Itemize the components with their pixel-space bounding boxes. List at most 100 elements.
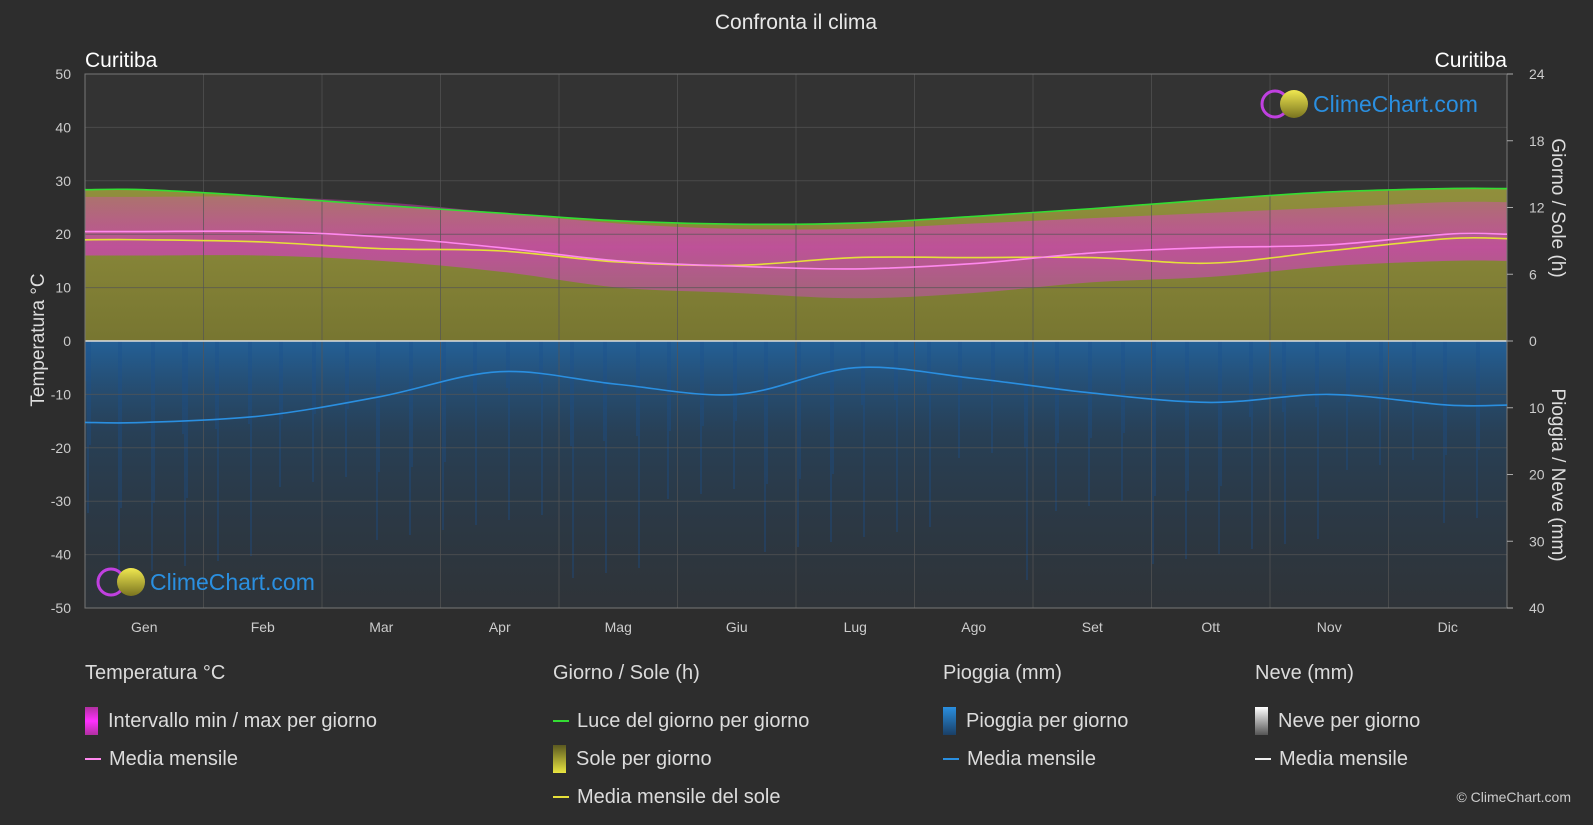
- rain-streak: [475, 341, 477, 525]
- logo-text-top: ClimeChart.com: [1313, 91, 1478, 117]
- rain-streak: [312, 341, 314, 482]
- left-tick-label: 0: [63, 333, 71, 349]
- rain-streak: [151, 341, 153, 571]
- rain-streak: [1055, 341, 1057, 511]
- rain-streak: [409, 341, 411, 535]
- rain-streak: [376, 341, 378, 540]
- series-lines: [84, 187, 1508, 424]
- left-tick-label: -10: [51, 386, 71, 402]
- sunshine-swatch: [553, 745, 566, 773]
- rain-streak: [929, 341, 931, 527]
- rain-streak: [1123, 341, 1125, 433]
- rain-streak: [1026, 341, 1028, 580]
- sun-mean-swatch: [553, 796, 569, 798]
- logo-text-bottom: ClimeChart.com: [150, 569, 315, 595]
- rain-streak: [506, 341, 508, 388]
- rain-streak: [347, 341, 349, 409]
- sun-mean-line: [84, 236, 1508, 267]
- rain-streak: [636, 341, 638, 436]
- legend-rain-daily: Pioggia per giorno: [943, 702, 1128, 740]
- rain-streak: [1282, 341, 1284, 412]
- rain-swatch: [943, 707, 956, 735]
- left-tick-label: 30: [55, 173, 71, 189]
- temp-mean-swatch: [85, 758, 101, 760]
- legend-snow-mean: Media mensile: [1255, 740, 1420, 778]
- right-bottom-tick-label: 10: [1529, 400, 1545, 416]
- month-label: Ott: [1201, 619, 1220, 635]
- rain-streak: [539, 341, 541, 383]
- rain-streak: [764, 341, 766, 552]
- month-label: Gen: [131, 619, 157, 635]
- rain-mean-swatch: [943, 758, 959, 760]
- legend-rain-mean-label: Media mensile: [967, 747, 1096, 770]
- rain-streak: [991, 341, 993, 453]
- right-top-tick-label: 12: [1529, 200, 1545, 216]
- logo-sun-icon: [1280, 90, 1308, 118]
- temp-range-swatch: [85, 707, 98, 735]
- daylight-line: [84, 187, 1508, 226]
- rain-streak: [281, 341, 283, 419]
- rain-streak: [250, 341, 252, 556]
- rain-streak: [1379, 341, 1381, 465]
- rain-streak: [215, 341, 217, 429]
- snow-mean-swatch: [1255, 758, 1271, 760]
- rain-streak: [184, 341, 186, 566]
- rain-streak: [248, 341, 250, 424]
- left-tick-label: 40: [55, 119, 71, 135]
- month-label: Lug: [844, 619, 867, 635]
- legend-sun-mean-label: Media mensile del sole: [577, 785, 781, 808]
- rain-streak: [1348, 341, 1350, 402]
- rain-streak: [861, 341, 863, 405]
- right-bottom-tick-label: 30: [1529, 533, 1545, 549]
- rain-streak: [572, 341, 574, 578]
- legend-sunshine-label: Sole per giorno: [576, 747, 712, 770]
- month-label: Giu: [726, 619, 748, 635]
- rain-streak: [1317, 341, 1319, 539]
- rain-streak: [1251, 341, 1253, 549]
- rain-streak: [1057, 341, 1059, 443]
- month-label: Nov: [1317, 619, 1342, 635]
- rain-streak: [797, 341, 799, 547]
- rain-streak: [766, 341, 768, 484]
- rain-streak: [1121, 341, 1123, 501]
- rain-streak: [1478, 341, 1480, 450]
- month-label: Set: [1082, 619, 1103, 635]
- rain-streak: [378, 341, 380, 472]
- rain-streak: [863, 341, 865, 537]
- rain-streak: [733, 341, 735, 489]
- rain-streak: [638, 341, 640, 568]
- rain-streak: [186, 341, 188, 498]
- daylight-swatch: [553, 720, 569, 722]
- right-top-tick-label: 0: [1529, 333, 1537, 349]
- legend-rain-daily-label: Pioggia per giorno: [966, 709, 1129, 732]
- rain-streak: [958, 341, 960, 458]
- legend-snow-mean-label: Media mensile: [1279, 747, 1408, 770]
- rain-streak: [605, 341, 607, 573]
- rain-streak: [1090, 341, 1092, 438]
- right-top-tick-label: 18: [1529, 133, 1545, 149]
- rain-streak: [1443, 341, 1445, 523]
- legend-snow-daily-label: Neve per giorno: [1278, 709, 1421, 732]
- rain-streak: [960, 341, 962, 390]
- rain-streak: [1152, 341, 1154, 564]
- legend-temperature: Temperatura °C Intervallo min / max per …: [85, 662, 377, 778]
- month-label: Mar: [369, 619, 393, 635]
- rain-streak: [1381, 341, 1383, 397]
- left-tick-label: 50: [55, 66, 71, 82]
- rain-streak: [314, 341, 316, 414]
- rain-streak: [1249, 341, 1251, 417]
- logo-sun-icon: [117, 568, 145, 596]
- chart-title: Confronta il clima: [715, 11, 878, 34]
- legend-temp-range-label: Intervallo min / max per giorno: [108, 709, 378, 732]
- legend-rain: Pioggia (mm) Pioggia per giorno Media me…: [943, 662, 1128, 778]
- rain-streak: [118, 341, 120, 576]
- rain-streak: [217, 341, 219, 561]
- rain-streak: [1346, 341, 1348, 470]
- rain-streak: [1220, 341, 1222, 486]
- axes: 50 40 30 20 10 0 -10 -20 -30 -40 -50 24 18 12 6 0 10 20 30…: [51, 66, 1545, 635]
- month-label: Apr: [489, 619, 511, 635]
- left-tick-label: 10: [55, 280, 71, 296]
- rain-streak: [1185, 341, 1187, 559]
- rain-streak: [1154, 341, 1156, 496]
- legend-snow: Neve (mm) Neve per giorno Media mensile: [1255, 662, 1420, 778]
